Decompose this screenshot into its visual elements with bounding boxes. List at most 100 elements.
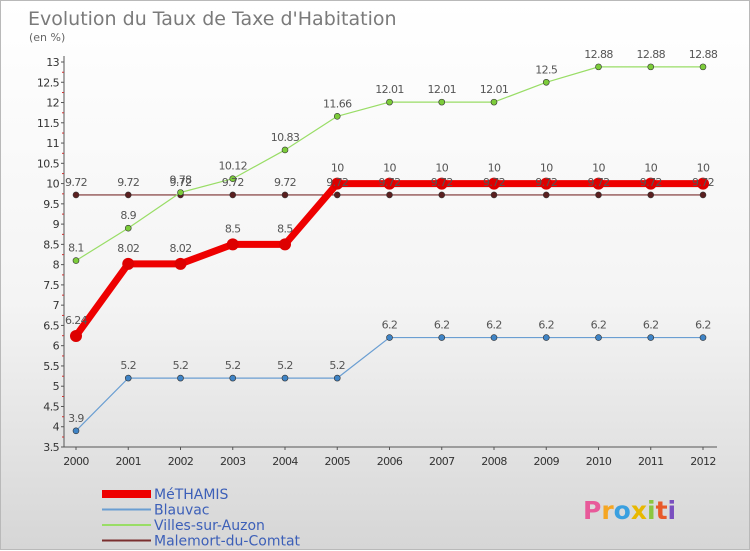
data-point (177, 189, 184, 196)
data-label: 10 (383, 162, 396, 175)
y-tick-label: 12 (46, 97, 59, 110)
y-tick-label: 8.5 (43, 238, 59, 251)
data-label: 9.72 (326, 176, 348, 189)
proxiti-logo: Proxiti (583, 496, 676, 525)
data-label: 9.72 (117, 176, 139, 189)
data-label: 5.2 (225, 359, 241, 372)
axes: 3.5 4 4.5 5 5.5 6 6.5 7 7.5 8 8.5 9 9.5 10 10.5 11 11.5 1… (37, 56, 717, 468)
logo-letter: x (631, 496, 647, 525)
x-tick-label: 2010 (586, 455, 612, 468)
y-tick-label: 12.5 (37, 76, 60, 89)
logo-letter: P (583, 496, 601, 525)
data-label: 9.78 (169, 173, 192, 186)
y-tick-label: 3.5 (43, 441, 59, 454)
chart-unit-label: (en %) (29, 31, 65, 44)
legend-label: MéTHAMIS (154, 487, 229, 503)
data-label: 10 (488, 162, 501, 175)
y-tick-label: 9.5 (43, 198, 59, 211)
y-tick-label: 5.5 (43, 360, 59, 373)
data-label: 9.72 (692, 176, 714, 189)
logo-letter: i (668, 496, 677, 525)
x-tick-label: 2007 (429, 455, 455, 468)
data-point (281, 146, 289, 154)
y-tick-label: 4 (53, 421, 60, 434)
x-tick-label: 2003 (220, 455, 246, 468)
data-label: 8.5 (277, 222, 293, 235)
data-label: 5.2 (329, 359, 345, 372)
series-1 (72, 63, 707, 264)
y-tick-label: 10.5 (37, 157, 60, 170)
data-label: 10 (540, 162, 553, 175)
data-point (226, 238, 239, 251)
data-point (699, 191, 707, 199)
data-point (542, 78, 550, 86)
series-3 (70, 177, 709, 342)
data-point (72, 257, 80, 264)
data-label: 9.72 (431, 176, 453, 189)
data-label: 11.66 (323, 97, 352, 110)
data-point (331, 177, 344, 190)
data-point (386, 334, 393, 341)
data-point (490, 191, 498, 199)
data-point (595, 334, 602, 341)
data-label: 10 (644, 162, 657, 175)
data-label: 9.72 (378, 176, 400, 189)
data-point (174, 257, 187, 270)
data-label: 12.01 (480, 83, 509, 96)
data-label: 8.9 (120, 209, 136, 222)
data-point (279, 238, 291, 251)
x-tick-label: 2012 (690, 455, 716, 468)
data-point (72, 191, 80, 199)
data-label: 6.2 (538, 319, 554, 332)
series-line (75, 336, 704, 432)
data-label: 8.5 (225, 222, 241, 235)
logo-letter: o (614, 496, 631, 525)
x-tick-label: 2005 (324, 455, 350, 468)
data-point (595, 63, 602, 71)
data-point (488, 177, 500, 190)
data-label: 12.88 (584, 48, 613, 61)
data-label: 6.2 (695, 319, 711, 332)
data-point (699, 334, 707, 341)
data-point (72, 427, 80, 435)
chart-title: Evolution du Taux de Taxe d'Habitation (28, 8, 397, 30)
data-point (542, 334, 550, 341)
data-label: 6.2 (591, 319, 607, 332)
data-label: 8.02 (117, 242, 139, 255)
data-label: 12.88 (637, 48, 666, 61)
data-point (122, 257, 135, 270)
data-point (490, 334, 498, 341)
data-label: 6.2 (486, 319, 502, 332)
data-point (647, 191, 655, 199)
data-label: 12.01 (375, 83, 404, 96)
data-label: 10 (435, 162, 448, 175)
series-line (72, 180, 707, 340)
data-point (438, 191, 446, 199)
data-point (70, 329, 82, 342)
x-tick-label: 2000 (63, 455, 89, 468)
data-label: 10.83 (271, 131, 300, 144)
data-point (229, 374, 237, 382)
data-label: 5.2 (173, 359, 189, 372)
data-point (438, 98, 446, 106)
data-point (124, 224, 132, 232)
data-point (229, 175, 237, 183)
data-point (386, 191, 393, 199)
y-tick-label: 10 (46, 178, 59, 191)
logo-letter: r (601, 496, 614, 525)
data-label: 9.72 (222, 176, 244, 189)
x-tick-label: 2001 (115, 455, 141, 468)
data-point (595, 191, 602, 199)
data-label: 9.72 (535, 176, 557, 189)
data-point (697, 177, 709, 190)
data-point (124, 374, 132, 382)
data-point (699, 63, 707, 71)
data-label: 6.24 (65, 314, 88, 327)
series-2 (72, 334, 707, 435)
data-label: 9.72 (483, 176, 505, 189)
data-label: 6.2 (382, 319, 398, 332)
data-point (592, 177, 605, 190)
series-0 (72, 191, 707, 199)
